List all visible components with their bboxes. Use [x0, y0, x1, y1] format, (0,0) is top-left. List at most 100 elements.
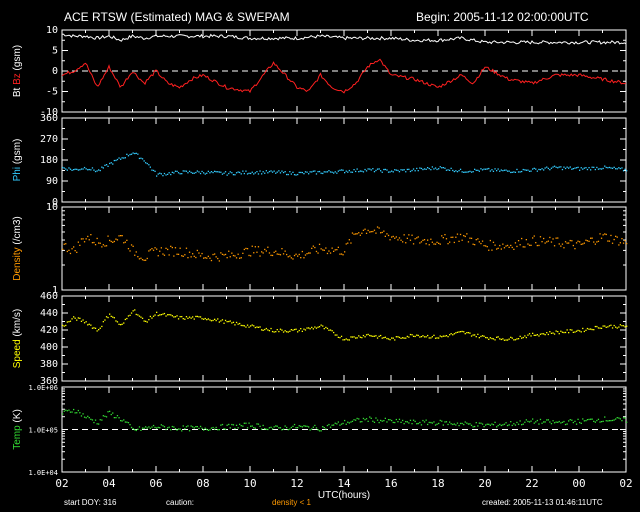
data-point: [607, 420, 609, 422]
series-speed: [62, 309, 628, 341]
data-point: [174, 170, 177, 172]
data-point: [63, 243, 65, 245]
data-point: [427, 423, 429, 426]
data-point: [403, 169, 405, 171]
data-point: [499, 338, 501, 340]
data-point: [362, 229, 365, 231]
data-point: [141, 317, 144, 319]
data-point: [248, 172, 250, 174]
data-point: [394, 339, 396, 341]
data-point: [517, 338, 520, 340]
data-point: [365, 170, 368, 172]
data-point: [572, 421, 574, 424]
data-point: [71, 169, 73, 171]
data-point: [463, 171, 465, 173]
data-point: [328, 170, 330, 172]
data-point: [436, 168, 438, 171]
data-point: [71, 411, 73, 413]
data-point: [290, 173, 292, 175]
data-point: [615, 168, 617, 170]
data-point: [273, 331, 275, 333]
data-point: [182, 170, 184, 172]
data-point: [206, 257, 208, 259]
data-point: [591, 237, 593, 239]
data-point: [588, 240, 590, 242]
y-tick-label: 5: [52, 46, 58, 57]
data-point: [254, 246, 256, 248]
data-point: [577, 166, 579, 168]
data-point: [500, 248, 502, 250]
data-point: [557, 167, 559, 169]
data-point: [521, 170, 523, 173]
data-point: [494, 421, 496, 423]
data-point: [177, 318, 180, 320]
data-point: [317, 252, 319, 254]
data-point: [326, 424, 329, 427]
data-point: [422, 239, 424, 241]
data-point: [146, 321, 148, 323]
data-point: [569, 329, 571, 331]
data-point: [453, 241, 455, 244]
data-point: [90, 418, 92, 420]
data-point: [300, 425, 302, 427]
data-point: [560, 245, 562, 247]
data-point: [481, 169, 484, 171]
data-point: [344, 172, 346, 174]
data-point: [450, 423, 452, 425]
data-point: [279, 172, 282, 174]
data-point: [80, 415, 83, 417]
data-point: [602, 420, 604, 422]
data-point: [621, 167, 623, 169]
data-point: [586, 327, 589, 330]
data-point: [369, 168, 371, 170]
data-point: [163, 312, 166, 315]
data-point: [314, 246, 316, 249]
data-point: [428, 421, 430, 424]
data-point: [383, 168, 385, 171]
data-point: [552, 332, 554, 334]
data-point: [160, 173, 162, 175]
data-point: [408, 336, 410, 338]
data-point: [419, 421, 421, 424]
data-point: [298, 171, 300, 174]
data-point: [342, 169, 344, 171]
data-point: [538, 423, 540, 425]
data-point: [442, 335, 444, 337]
data-point: [583, 330, 585, 333]
data-point: [417, 422, 419, 425]
data-point: [541, 241, 543, 243]
data-point: [590, 328, 592, 330]
data-point: [362, 171, 365, 173]
data-point: [590, 237, 592, 239]
data-point: [101, 419, 103, 421]
data-point: [409, 333, 412, 336]
data-point: [506, 244, 509, 247]
data-point: [229, 256, 231, 258]
data-point: [582, 418, 584, 420]
data-point: [270, 426, 272, 428]
data-point: [503, 339, 506, 341]
data-point: [206, 428, 208, 431]
data-point: [284, 250, 286, 252]
data-point: [259, 425, 261, 427]
data-point: [323, 328, 325, 330]
data-point: [325, 247, 327, 249]
data-point: [245, 170, 247, 172]
data-point: [154, 170, 156, 172]
data-point: [250, 172, 252, 175]
data-point: [466, 233, 468, 235]
data-point: [159, 172, 161, 174]
data-point: [174, 247, 177, 249]
data-point: [444, 421, 446, 423]
data-point: [472, 243, 474, 245]
data-point: [469, 170, 471, 172]
data-point: [69, 168, 72, 170]
data-point: [124, 157, 126, 159]
data-point: [232, 254, 235, 257]
data-point: [596, 241, 598, 243]
data-point: [109, 313, 111, 315]
data-point: [425, 336, 427, 338]
data-point: [91, 419, 94, 421]
data-point: [519, 420, 521, 422]
data-point: [586, 240, 589, 242]
